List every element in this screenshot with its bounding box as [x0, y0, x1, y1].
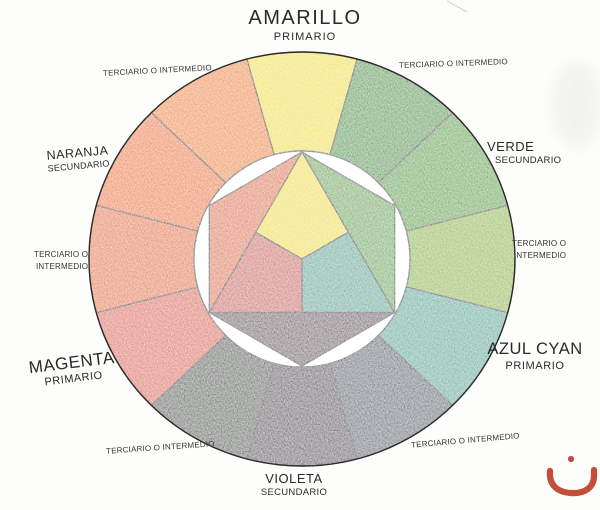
label-terciario-right-line1: TERCIARIO O	[512, 239, 567, 248]
label-terciario-right-line2: INTERMEDIO	[514, 251, 567, 261]
watermark	[546, 455, 598, 497]
label-terciario-left: TERCIARIO O INTERMEDIO	[34, 249, 88, 274]
label-amarillo-type: PRIMARIO	[273, 31, 337, 43]
label-amarillo: AMARILLO PRIMARIO	[210, 6, 400, 44]
watermark-curve-icon	[546, 466, 598, 497]
label-azul-cyan-type: PRIMARIO	[505, 359, 565, 372]
label-terciario-left-line1: TERCIARIO O	[34, 250, 89, 259]
wheel-shapes	[88, 51, 516, 467]
scan-line-artifact	[446, 0, 468, 13]
label-terciario-left-line2: INTERMEDIO	[36, 262, 89, 272]
label-verde: VERDE SECUNDARIO	[487, 139, 561, 166]
label-terciario-right: TERCIARIO O INTERMEDIO	[512, 238, 566, 263]
label-amarillo-name: AMARILLO	[248, 7, 362, 29]
label-violeta-type: SECUNDARIO	[260, 486, 328, 498]
scan-smudge	[551, 61, 600, 149]
label-verde-type: SECUNDARIO	[495, 154, 562, 166]
label-azul-cyan-name: AZUL CYAN	[487, 340, 583, 358]
label-violeta: VIOLETA SECUNDARIO	[239, 471, 349, 498]
watermark-dot-icon	[567, 455, 575, 463]
inner-kite-magenta	[208, 231, 303, 314]
label-azul-cyan: AZUL CYAN PRIMARIO	[481, 340, 589, 373]
label-verde-name: VERDE	[487, 139, 535, 154]
label-violeta-name: VIOLETA	[265, 471, 323, 486]
outer-circle	[88, 51, 516, 467]
